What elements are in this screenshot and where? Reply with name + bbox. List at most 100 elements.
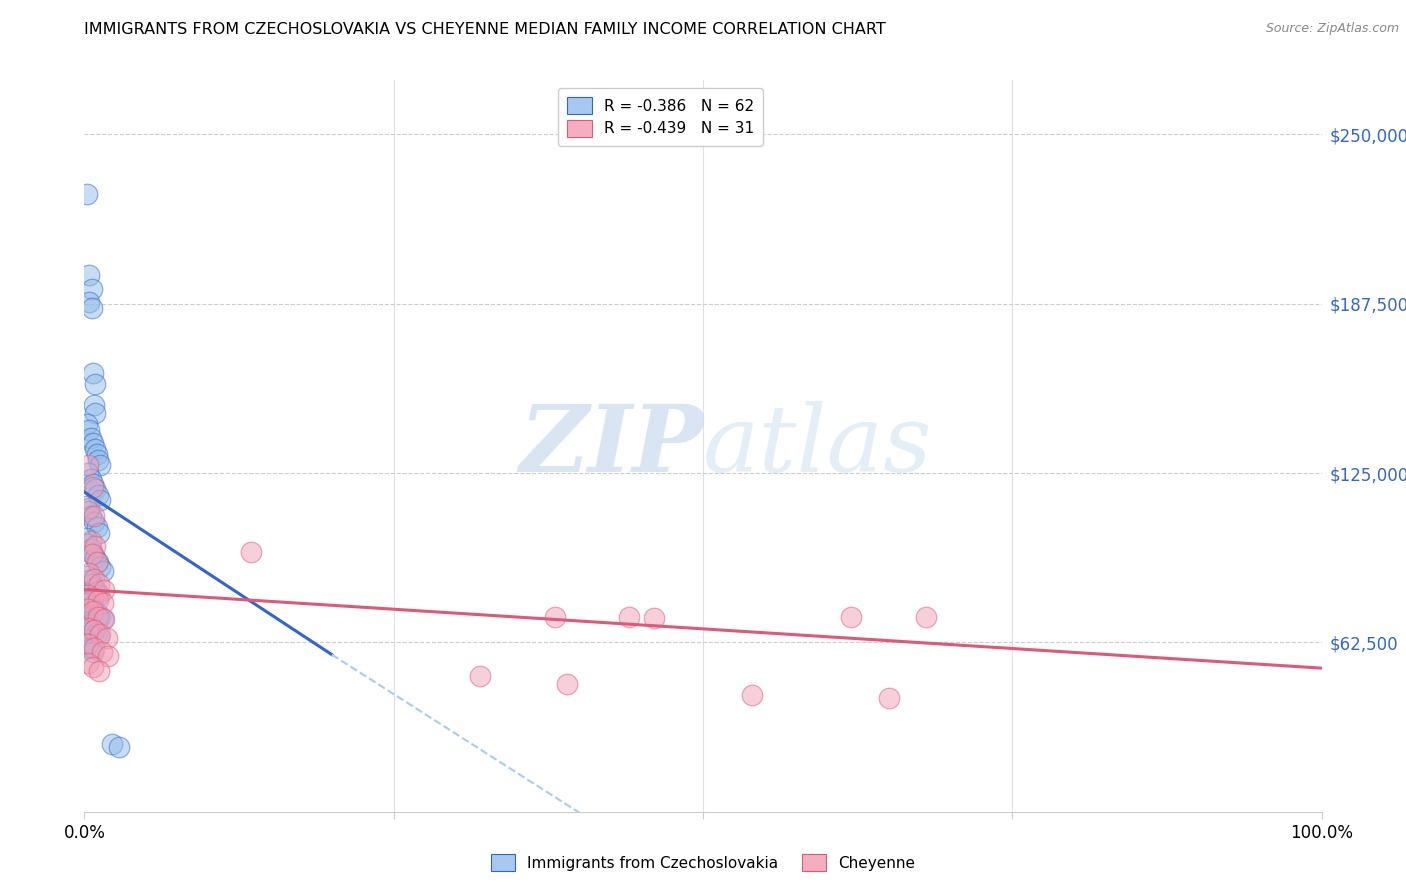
Point <box>79 509 101 524</box>
Point <box>97 648 120 663</box>
Point <box>89 609 111 624</box>
Point <box>87 488 110 502</box>
Point <box>79 268 101 283</box>
Point <box>79 423 101 437</box>
Text: atlas: atlas <box>703 401 932 491</box>
Legend: Immigrants from Czechoslovakia, Cheyenne: Immigrants from Czechoslovakia, Cheyenne <box>485 848 921 877</box>
Point <box>75 531 97 545</box>
Point <box>543 609 565 624</box>
Point <box>79 541 101 556</box>
Point <box>93 612 115 626</box>
Point <box>89 588 111 602</box>
Point <box>80 547 103 561</box>
Text: ZIP: ZIP <box>519 401 703 491</box>
Point <box>75 499 97 513</box>
Point <box>89 493 111 508</box>
Point <box>90 645 112 659</box>
Point <box>79 617 101 632</box>
Point <box>89 559 111 574</box>
Point <box>93 582 115 597</box>
Point <box>89 577 111 591</box>
Point <box>86 556 108 570</box>
Point <box>76 615 98 629</box>
Point <box>89 629 111 643</box>
Point <box>77 458 100 472</box>
Point <box>80 282 103 296</box>
Point <box>86 447 108 461</box>
Point <box>79 471 101 485</box>
Point <box>84 551 107 566</box>
Point <box>643 611 665 625</box>
Point <box>82 366 104 380</box>
Point <box>75 632 97 647</box>
Point <box>83 581 105 595</box>
Point <box>87 556 110 570</box>
Point <box>82 436 104 450</box>
Point <box>91 564 114 578</box>
Point <box>91 596 114 610</box>
Point <box>100 737 122 751</box>
Point <box>87 452 110 467</box>
Point <box>79 431 101 445</box>
Point <box>96 632 118 646</box>
Point <box>89 664 111 678</box>
Point <box>84 376 107 391</box>
Point <box>741 688 763 702</box>
Point <box>617 609 640 624</box>
Point <box>83 515 105 529</box>
Point <box>77 596 100 610</box>
Point <box>80 620 103 634</box>
Point <box>77 466 100 480</box>
Point <box>82 591 104 605</box>
Point <box>86 520 108 534</box>
Point <box>79 295 101 310</box>
Point <box>83 624 105 638</box>
Point <box>77 620 100 634</box>
Point <box>83 640 105 655</box>
Point <box>91 612 114 626</box>
Point <box>80 301 103 315</box>
Point <box>82 645 104 659</box>
Point <box>86 585 108 599</box>
Point <box>76 417 98 432</box>
Point <box>84 539 107 553</box>
Point <box>82 480 104 494</box>
Point <box>89 458 111 472</box>
Point <box>84 407 107 421</box>
Point <box>82 477 104 491</box>
Point <box>89 627 111 641</box>
Point <box>470 669 492 683</box>
Point <box>108 739 131 754</box>
Point <box>87 607 110 621</box>
Point <box>77 637 100 651</box>
Point <box>87 593 110 607</box>
Point <box>79 533 101 548</box>
Point <box>86 626 108 640</box>
Point <box>240 544 263 558</box>
Point <box>77 637 100 651</box>
Point <box>82 660 104 674</box>
Point <box>89 525 111 540</box>
Point <box>76 569 98 583</box>
Point <box>76 187 98 202</box>
Point <box>79 566 101 581</box>
Point <box>82 604 104 618</box>
Point <box>82 547 104 561</box>
Point <box>79 599 101 613</box>
Point <box>79 640 101 655</box>
Point <box>83 624 105 638</box>
Point <box>82 601 104 615</box>
Point <box>87 609 110 624</box>
Point <box>914 609 936 624</box>
Point <box>77 601 100 615</box>
Point <box>83 572 105 586</box>
Point <box>83 398 105 412</box>
Point <box>79 501 101 516</box>
Text: IMMIGRANTS FROM CZECHOSLOVAKIA VS CHEYENNE MEDIAN FAMILY INCOME CORRELATION CHAR: IMMIGRANTS FROM CZECHOSLOVAKIA VS CHEYEN… <box>84 22 886 37</box>
Point <box>877 690 900 705</box>
Point <box>841 609 863 624</box>
Point <box>80 577 103 591</box>
Point <box>77 656 100 670</box>
Point <box>77 536 100 550</box>
Point <box>84 604 107 618</box>
